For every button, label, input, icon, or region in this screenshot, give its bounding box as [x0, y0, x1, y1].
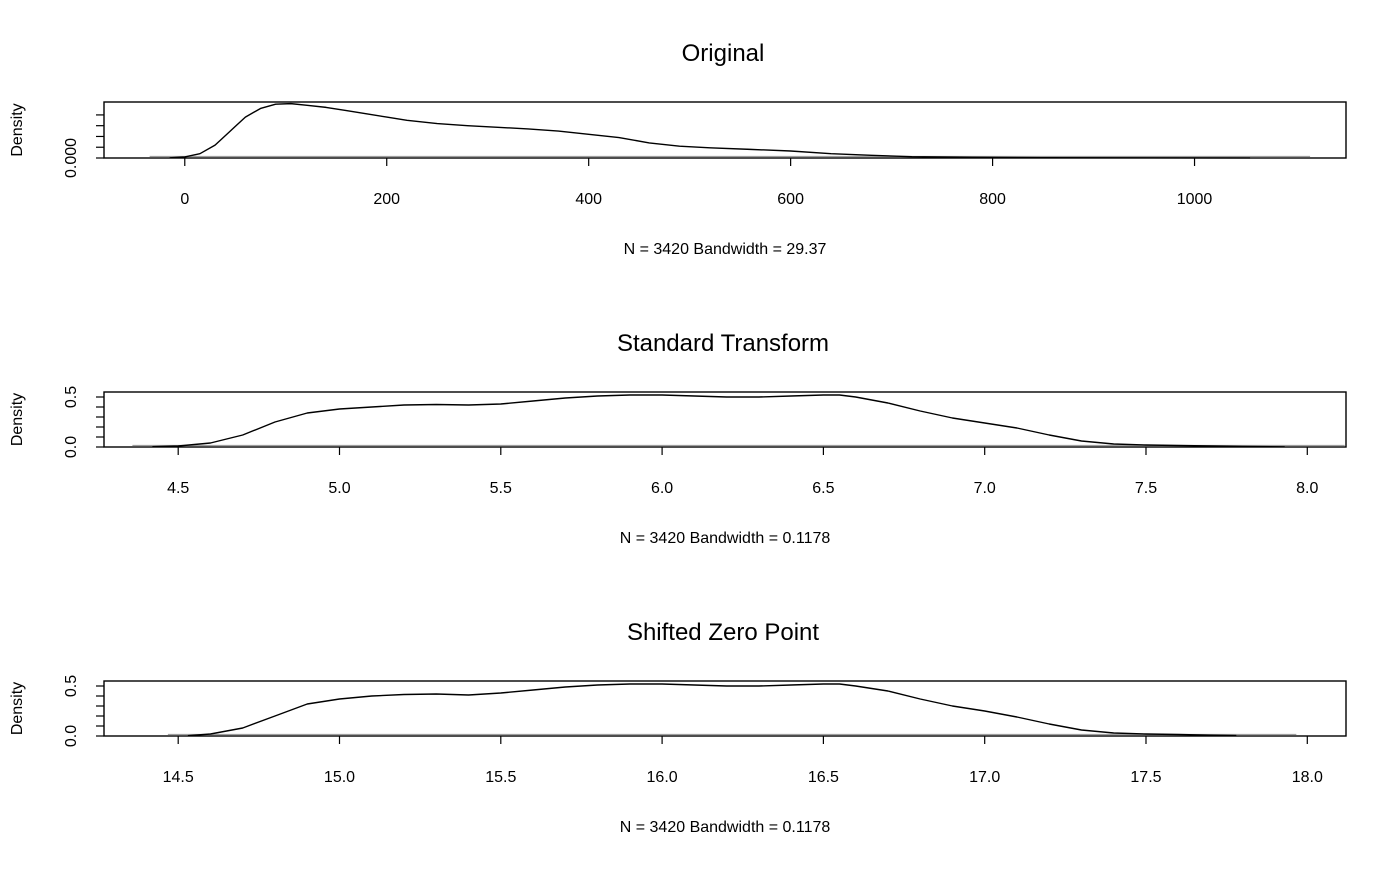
- panel-2-x-tick-label: 6.5: [812, 480, 834, 497]
- panel-3-y-axis-label: Density: [9, 682, 26, 735]
- panel-3-x-tick-label: 14.5: [163, 769, 194, 786]
- panel-1-x-tick-label: 1000: [1177, 191, 1213, 208]
- panel-1-x-tick-label: 400: [575, 191, 602, 208]
- panel-3-frame: [103, 680, 1347, 737]
- panel-2-x-axis-label: N = 3420 Bandwidth = 0.1178: [620, 530, 831, 547]
- panel-1-x-tick-label: 600: [777, 191, 804, 208]
- panel-2-y-tick-label: 0.5: [63, 386, 80, 408]
- panel-2-x-tick-label: 6.0: [651, 480, 673, 497]
- panel-3-y-tick-label: 0.5: [63, 675, 80, 697]
- panel-1-y-axis-label: Density: [9, 103, 26, 156]
- panel-3-x-tick-label: 17.0: [969, 769, 1000, 786]
- panel-2-x-tick-label: 4.5: [167, 480, 189, 497]
- panel-1-x-axis-label: N = 3420 Bandwidth = 29.37: [624, 241, 827, 258]
- panel-3-x-axis-label: N = 3420 Bandwidth = 0.1178: [620, 819, 831, 836]
- panel-3-x-tick-label: 15.0: [324, 769, 355, 786]
- panel-3-x-tick-label: 15.5: [485, 769, 516, 786]
- panel-2-x-tick-label: 7.0: [974, 480, 996, 497]
- panel-3-title: Shifted Zero Point: [627, 619, 819, 646]
- panel-2-y-axis-label: Density: [9, 393, 26, 446]
- panel-3-x-tick-label: 18.0: [1292, 769, 1323, 786]
- panel-2-frame: [103, 391, 1347, 448]
- panel-3-x-tick-label: 16.0: [647, 769, 678, 786]
- panel-1-x-tick-label: 200: [373, 191, 400, 208]
- panel-1-title: Original: [682, 40, 765, 67]
- panel-2-density-curve: [152, 394, 1285, 448]
- panel-2-x-tick-label: 5.5: [490, 480, 512, 497]
- panel-3-y-tick-label: 0.0: [63, 725, 80, 747]
- panel-1-y-tick-label: 0.000: [63, 138, 80, 178]
- panel-1-x-tick-label: 0: [180, 191, 189, 208]
- panel-2-x-tick-label: 8.0: [1296, 480, 1318, 497]
- panel-2-x-tick-label: 7.5: [1135, 480, 1157, 497]
- panel-2-y-tick-label: 0.0: [63, 436, 80, 458]
- panel-3-x-tick-label: 17.5: [1130, 769, 1161, 786]
- panel-1-frame: [103, 101, 1347, 159]
- panel-2-title: Standard Transform: [617, 330, 829, 357]
- panel-3-density-curve: [187, 683, 1237, 737]
- panel-2-x-tick-label: 5.0: [328, 480, 350, 497]
- panel-1-x-tick-label: 800: [979, 191, 1006, 208]
- panel-1-density-curve: [169, 102, 1251, 159]
- panel-3-x-tick-label: 16.5: [808, 769, 839, 786]
